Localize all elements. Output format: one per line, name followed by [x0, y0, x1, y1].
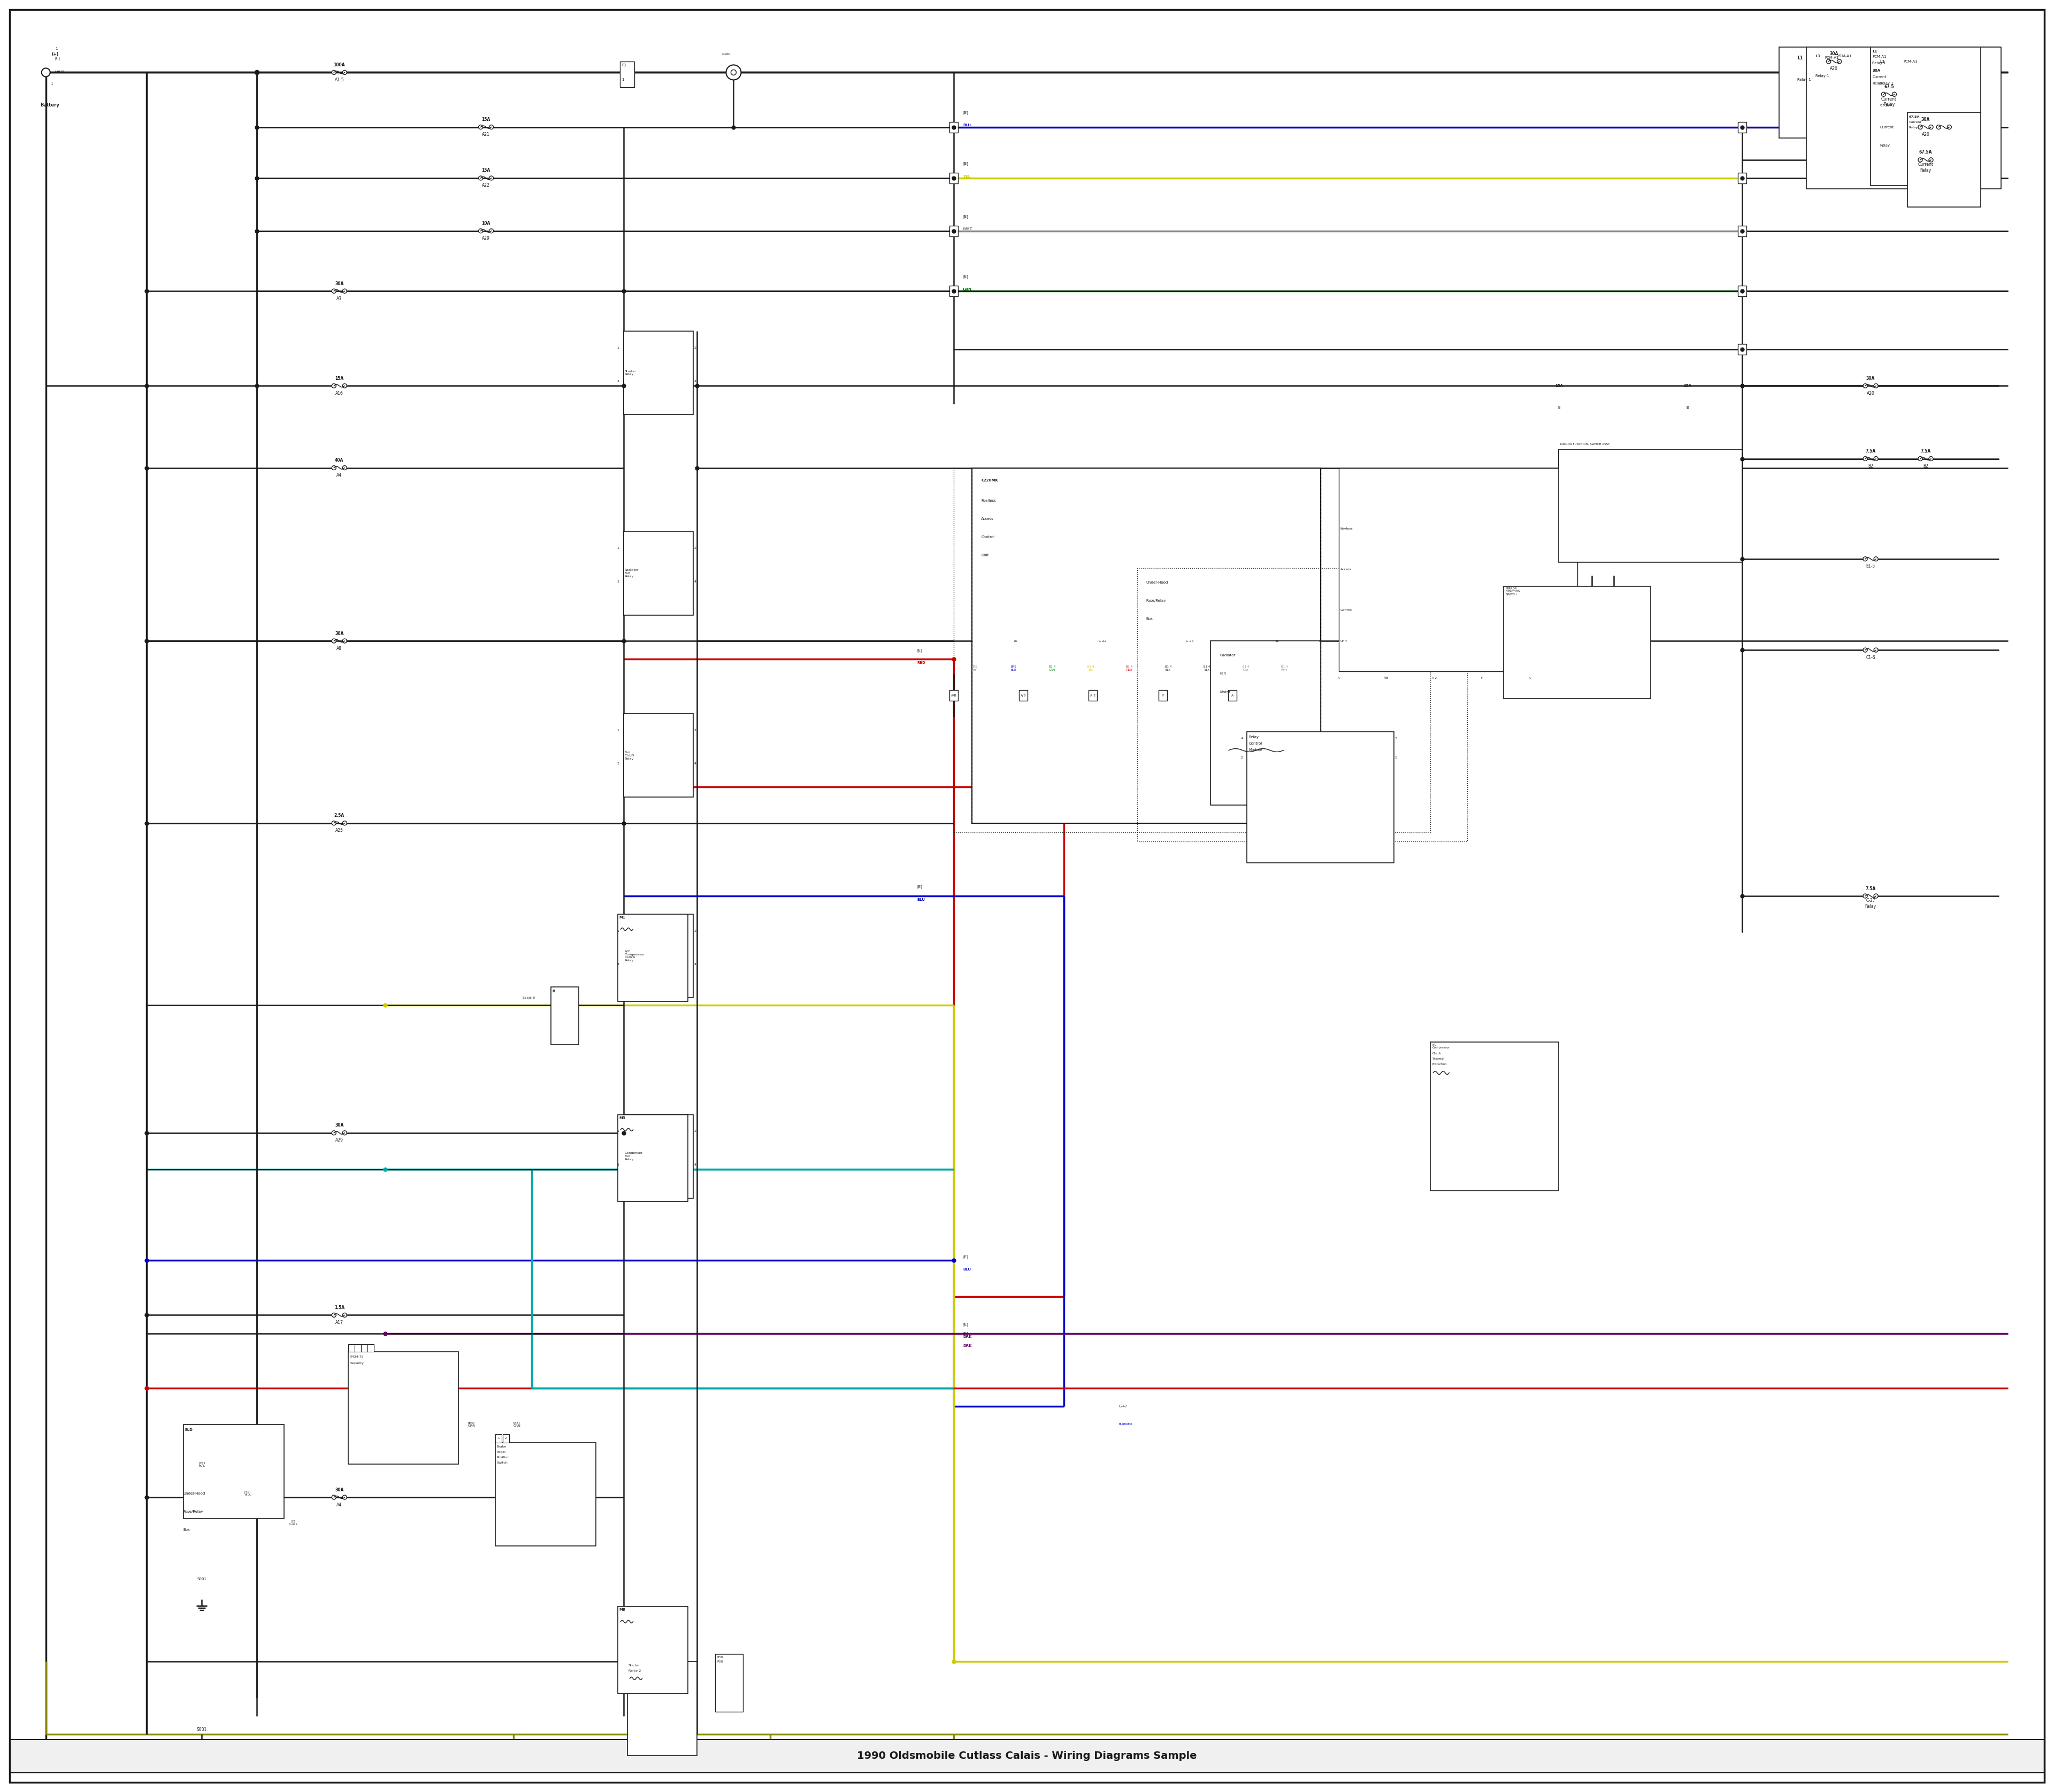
Text: PCM-A1: PCM-A1: [1838, 54, 1853, 57]
Circle shape: [1929, 158, 1933, 161]
Circle shape: [725, 65, 741, 81]
Text: [E3]
GRN: [E3] GRN: [514, 1421, 522, 1426]
Text: 67.5A: 67.5A: [1879, 104, 1890, 108]
Text: A: A: [1230, 694, 1234, 697]
Bar: [1738, 344, 1746, 355]
Text: L1: L1: [1816, 54, 1820, 57]
Text: 1.5A: 1.5A: [335, 1305, 345, 1310]
Text: A20: A20: [1830, 66, 1838, 72]
Bar: [972, 468, 1321, 823]
Text: 3: 3: [616, 1163, 618, 1167]
Text: Battery: Battery: [41, 102, 60, 108]
Text: P30: P30: [717, 1661, 723, 1663]
Text: L1: L1: [1797, 56, 1803, 61]
Text: 30A: 30A: [335, 281, 343, 287]
Text: 58: 58: [951, 125, 955, 129]
Text: Box: Box: [1146, 618, 1152, 620]
Bar: [949, 226, 957, 237]
Bar: [620, 61, 635, 88]
Bar: [183, 1425, 283, 1518]
Text: Radiator: Radiator: [1220, 654, 1234, 658]
Circle shape: [333, 821, 337, 826]
Text: GRN: GRN: [963, 289, 972, 290]
Text: RED: RED: [916, 661, 926, 665]
Circle shape: [41, 68, 49, 77]
Text: WHT: WHT: [963, 228, 974, 231]
Bar: [349, 1344, 355, 1351]
Text: Brake: Brake: [497, 1446, 507, 1448]
Text: 67.5A: 67.5A: [1918, 151, 1933, 154]
Circle shape: [333, 1495, 337, 1500]
Text: 100A: 100A: [333, 63, 345, 68]
Bar: [624, 914, 692, 998]
Text: Switch: Switch: [497, 1462, 507, 1464]
Text: B1 4
GRY: B1 4 GRY: [1243, 665, 1249, 672]
Text: Starter: Starter: [629, 1665, 641, 1667]
Circle shape: [343, 70, 347, 75]
Circle shape: [1863, 557, 1867, 561]
Text: 3: 3: [1395, 737, 1397, 740]
Text: [E]: [E]: [963, 161, 967, 165]
Text: 2: 2: [694, 547, 696, 550]
Text: B2: B2: [1923, 464, 1929, 468]
Text: 30A: 30A: [335, 1487, 343, 1493]
Text: G100: G100: [721, 52, 731, 56]
Text: DRK: DRK: [963, 1335, 972, 1339]
Text: BRB
BLU: BRB BLU: [1011, 665, 1017, 672]
Text: [E]: [E]: [963, 111, 967, 115]
Circle shape: [1918, 125, 1923, 129]
Text: 15A: 15A: [481, 116, 491, 122]
Text: 2: 2: [694, 1131, 696, 1133]
Text: 30A: 30A: [1830, 52, 1838, 56]
Text: 1: 1: [616, 1131, 618, 1133]
Text: Position: Position: [497, 1457, 509, 1459]
Text: Relay 1: Relay 1: [1797, 79, 1812, 81]
Text: Starter
Relay: Starter Relay: [624, 369, 637, 376]
Bar: [1228, 690, 1237, 701]
Bar: [10, 1740, 2044, 1772]
Text: C1-6: C1-6: [1865, 656, 1875, 659]
Circle shape: [1929, 457, 1933, 461]
Text: 1: 1: [616, 729, 618, 731]
Text: [E]
C-47s: [E] C-47s: [290, 1520, 298, 1525]
Text: 1: 1: [616, 346, 618, 349]
Circle shape: [1918, 457, 1923, 461]
Text: [E]: [E]: [963, 1254, 967, 1258]
Circle shape: [489, 176, 493, 181]
Text: 10: 10: [1013, 640, 1017, 642]
Text: Scale B: Scale B: [522, 996, 534, 1000]
Text: Current: Current: [1871, 75, 1886, 79]
Text: 1: 1: [49, 82, 53, 84]
Text: [E]: [E]: [963, 274, 967, 278]
Text: [E] I
HL-L: [E] I HL-L: [199, 1462, 205, 1468]
Text: 10A: 10A: [481, 220, 491, 226]
Bar: [618, 914, 688, 1002]
Text: 2: 2: [694, 930, 696, 932]
Bar: [624, 713, 692, 797]
Text: 1: 1: [1395, 756, 1397, 760]
Text: Current: Current: [1908, 120, 1923, 124]
Bar: [1019, 690, 1027, 701]
Text: A1-5: A1-5: [335, 77, 343, 82]
Text: PCM-A1: PCM-A1: [1824, 56, 1838, 59]
Text: L1: L1: [1871, 50, 1877, 52]
Bar: [715, 1654, 744, 1711]
Text: 2: 2: [1241, 756, 1243, 760]
Circle shape: [1929, 125, 1933, 129]
Text: 30A: 30A: [335, 1124, 343, 1127]
Text: 1: 1: [616, 547, 618, 550]
Circle shape: [333, 383, 337, 387]
Circle shape: [343, 1314, 347, 1317]
Text: C-27
Relay: C-27 Relay: [1865, 898, 1875, 909]
Bar: [1871, 47, 1999, 185]
Text: 15A: 15A: [1555, 383, 1563, 387]
Bar: [949, 122, 957, 133]
Bar: [503, 1434, 509, 1443]
Text: Clutch: Clutch: [1432, 1052, 1442, 1055]
Bar: [349, 1351, 458, 1464]
Text: A 2: A 2: [1091, 694, 1095, 697]
Text: 11: 11: [1276, 640, 1280, 642]
Text: MIRROR FUNCTION, SWITCH ASSY: MIRROR FUNCTION, SWITCH ASSY: [1561, 443, 1610, 446]
Bar: [1430, 1041, 1559, 1190]
Text: 3: 3: [616, 762, 618, 765]
